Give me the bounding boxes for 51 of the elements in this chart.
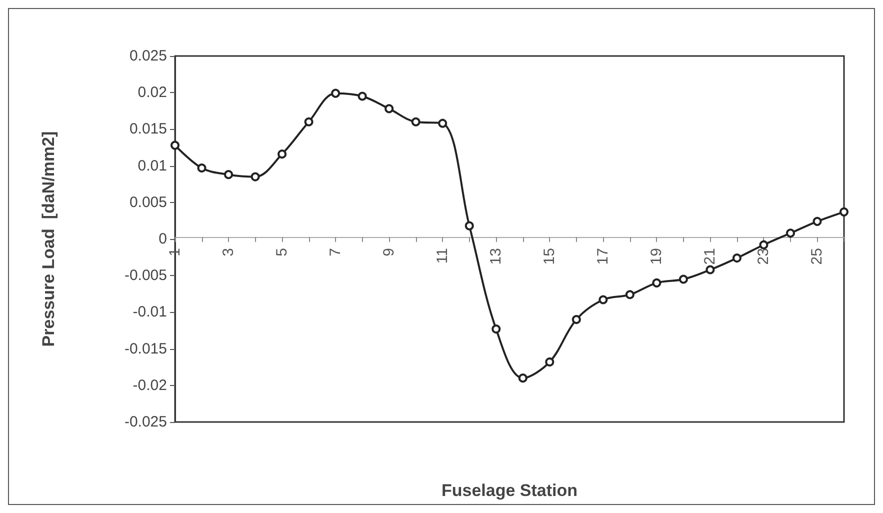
y-tick-label: -0.015: [124, 340, 167, 358]
x-tick-label: 17: [594, 248, 612, 265]
point: [572, 315, 581, 324]
y-tick-label: -0.01: [132, 304, 167, 321]
y-tick-label: 0.005: [129, 194, 167, 211]
x-tick-label: 1: [166, 248, 184, 256]
point: [598, 295, 608, 304]
y-tick-label: 0.015: [129, 120, 167, 138]
point: [384, 104, 394, 114]
x-tick-label: 11: [434, 248, 452, 264]
point: [840, 207, 848, 216]
point: [464, 221, 474, 230]
x-axis-title: Fuselage Station: [441, 481, 578, 500]
point: [304, 117, 314, 126]
y-tick-label: 0.025: [129, 48, 167, 64]
point: [492, 324, 501, 334]
point: [518, 374, 528, 383]
point: [732, 254, 742, 263]
x-tick-label: 15: [541, 248, 558, 265]
point: [197, 164, 206, 172]
y-tick-label: 0: [158, 230, 167, 248]
point: [170, 140, 180, 150]
x-tick-label: 13: [488, 248, 505, 265]
point: [411, 117, 420, 126]
point: [786, 228, 795, 238]
y-tick-label: 0.01: [138, 157, 167, 174]
point: [224, 170, 234, 180]
point: [625, 290, 634, 300]
point: [438, 118, 448, 128]
y-tick-label: -0.005: [124, 267, 167, 284]
point: [331, 88, 340, 98]
x-tick-label: 3: [220, 248, 238, 256]
point: [678, 274, 688, 284]
point: [652, 278, 662, 288]
point: [545, 357, 554, 366]
point: [812, 216, 822, 226]
y-tick-label: 0.02: [138, 84, 167, 102]
x-tick-label: 9: [380, 248, 398, 256]
x-tick-label: 19: [648, 248, 666, 265]
y-tick-label: -0.025: [124, 414, 167, 430]
point: [358, 92, 367, 101]
y-axis-title: Pressure Load [daN/mm2]: [39, 131, 58, 347]
point: [706, 265, 715, 274]
x-tick-label: 7: [327, 248, 344, 256]
x-tick-label: 21: [702, 248, 719, 265]
x-tick-label: 23: [755, 248, 772, 265]
point: [250, 172, 260, 182]
point: [278, 150, 287, 159]
y-tick-label: -0.02: [132, 376, 167, 394]
x-tick-label: 5: [274, 248, 291, 256]
x-tick-label: 25: [808, 248, 826, 265]
